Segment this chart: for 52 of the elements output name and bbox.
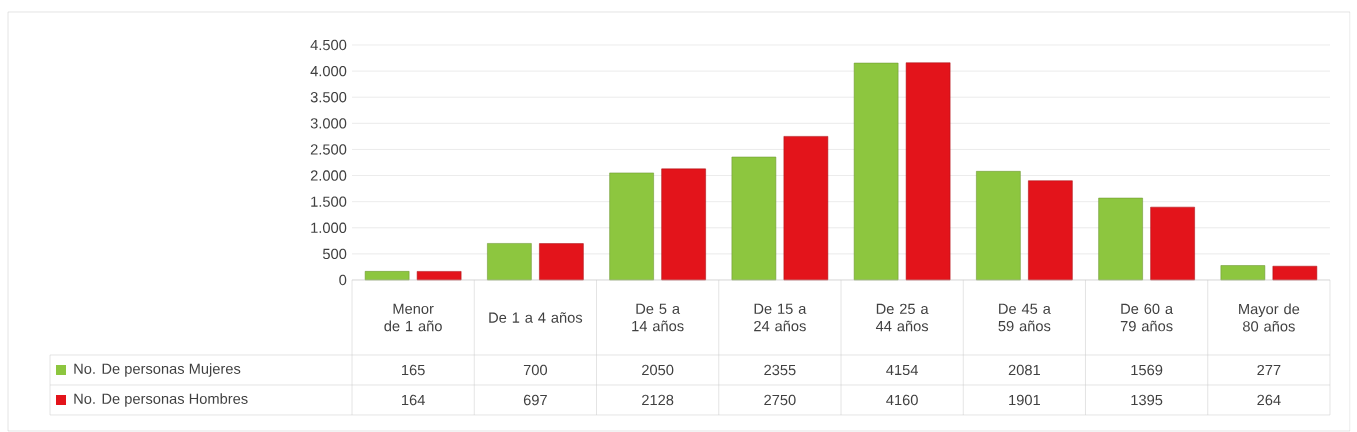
bar [783, 136, 829, 281]
y-tick-label: 4.000 [310, 65, 347, 77]
x-tick-label: De 45 a 59 años [998, 303, 1051, 332]
x-tick-label: De 1 a 4 años [489, 312, 583, 323]
data-label: 165 [402, 364, 425, 376]
y-tick-label: 4.500 [310, 39, 347, 51]
bar [364, 271, 410, 281]
y-tick-label: 1.500 [311, 196, 347, 207]
bar [609, 172, 654, 281]
y-tick-label: 0 [339, 274, 347, 286]
bar [487, 243, 532, 281]
y-tick-label: 2.500 [310, 144, 347, 155]
bar [731, 156, 777, 281]
bar [1028, 180, 1073, 281]
bar [416, 271, 462, 281]
data-label: 697 [523, 394, 547, 406]
data-label: 4160 [886, 394, 918, 406]
legend-label: No. De personas Mujeres [74, 363, 241, 377]
x-tick-label: De 25 a 44 años [875, 303, 929, 332]
x-tick-label: Menor de 1 año [384, 303, 442, 332]
x-tick-label: Mayor de 80 años [1239, 303, 1300, 332]
data-label: 2128 [642, 394, 674, 406]
x-tick-label: De 5 a 14 años [632, 303, 684, 332]
x-tick-label: De 15 a 24 años [754, 303, 807, 332]
data-label: 700 [523, 364, 548, 376]
data-label: 264 [1257, 394, 1281, 406]
data-label: 1569 [1131, 364, 1163, 376]
bar [1220, 265, 1266, 281]
bar [661, 168, 706, 281]
bar [1272, 265, 1318, 281]
bar [539, 243, 584, 281]
y-tick-label: 3.500 [310, 92, 347, 103]
bar [1150, 206, 1195, 281]
data-label: 2355 [764, 364, 796, 376]
data-label: 1395 [1131, 394, 1163, 406]
y-tick-label: 3.000 [310, 118, 347, 129]
y-tick-label: 500 [322, 248, 347, 260]
data-label: 2050 [642, 364, 674, 376]
bar [853, 62, 899, 281]
data-label: 4154 [886, 364, 918, 376]
data-label: 2081 [1008, 364, 1040, 376]
data-label: 164 [402, 394, 425, 406]
data-label: 277 [1257, 364, 1281, 376]
data-label: 2750 [764, 394, 796, 406]
legend-label: No. De personas Hombres [74, 393, 248, 407]
bar [905, 62, 951, 281]
bar [976, 171, 1021, 281]
y-tick-label: 2.000 [310, 170, 347, 181]
y-tick-label: 1.000 [311, 222, 347, 233]
bar [1098, 197, 1143, 281]
x-tick-label: De 60 a 79 años [1120, 303, 1174, 332]
data-label: 1901 [1009, 394, 1040, 406]
